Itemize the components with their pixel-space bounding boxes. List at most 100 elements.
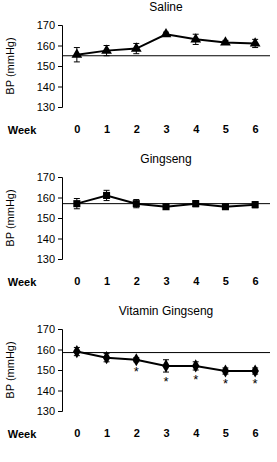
y-axis: 130140150160170 (37, 323, 63, 417)
tick: 1 (104, 123, 110, 135)
tick-mark (58, 329, 62, 330)
error-bar-cap (74, 47, 80, 48)
tick-label: 130 (37, 405, 55, 417)
error-bar-cap (133, 199, 139, 200)
tick-label: 2 (134, 427, 140, 439)
significance-mark: * (134, 364, 139, 379)
significance-mark: * (223, 376, 228, 391)
tick-mark (58, 46, 62, 47)
tick-label: 2 (134, 123, 140, 135)
x-label: Week (8, 276, 37, 288)
tick-label: 0 (74, 123, 80, 135)
marker (161, 28, 172, 37)
tick-mark (58, 66, 62, 67)
tick-label: 6 (253, 275, 259, 287)
tick: 140 (37, 81, 62, 93)
x-axis: 0123456 (74, 275, 258, 287)
tick-mark (58, 370, 62, 371)
tick-label: 160 (37, 40, 55, 52)
y-label: BP (mmHg) (4, 189, 16, 246)
figure: Saline130140150160170BP (mmHg)0123456Wee… (0, 0, 277, 462)
tick-label: 160 (37, 192, 55, 204)
tick: 170 (37, 323, 62, 335)
tick: 150 (37, 60, 62, 72)
error-bar (104, 190, 110, 200)
tick: 1 (104, 275, 110, 287)
error-bar-cap (193, 44, 199, 45)
tick-label: 140 (37, 81, 55, 93)
tick: 0 (74, 275, 80, 287)
error-bar-cap (133, 53, 139, 54)
error-bar-cap (104, 190, 110, 191)
error-bar (163, 360, 169, 372)
tick: 4 (193, 427, 200, 439)
tick-mark (58, 259, 62, 260)
marker (133, 200, 140, 207)
reference-line (62, 55, 270, 56)
tick: 3 (163, 123, 169, 135)
marker (103, 192, 110, 199)
plot-area (62, 28, 270, 62)
error-bar (252, 202, 258, 208)
tick: 140 (37, 233, 62, 245)
tick-label: 5 (223, 427, 229, 439)
plot-area (62, 345, 270, 378)
tick: 160 (37, 344, 62, 356)
tick-label: 6 (253, 427, 259, 439)
axis-line (58, 26, 63, 108)
marker (162, 203, 169, 210)
tick: 5 (223, 123, 229, 135)
tick: 150 (37, 212, 62, 224)
marker (131, 42, 142, 51)
tick-label: 150 (37, 60, 55, 72)
tick-label: 140 (37, 233, 55, 245)
tick-label: 3 (163, 123, 169, 135)
tick-label: 170 (37, 323, 55, 335)
tick-label: 130 (37, 253, 55, 265)
tick-label: 150 (37, 212, 55, 224)
plot-area (62, 190, 270, 210)
tick-mark (58, 350, 62, 351)
error-bar-cap (74, 61, 80, 62)
tick-mark (58, 177, 62, 178)
marker (71, 49, 82, 58)
x-axis: 0 1 2 3 4 5 6 (74, 123, 258, 135)
tick: 3 (163, 275, 169, 287)
error-bar-cap (104, 55, 110, 56)
tick: 160 (37, 192, 62, 204)
axis-line (58, 330, 63, 412)
marker (73, 345, 81, 358)
tick-mark (58, 25, 62, 26)
tick-mark (58, 411, 62, 412)
title: Saline (149, 0, 183, 14)
y-label: BP (mmHg) (4, 37, 16, 94)
tick: 170 (37, 171, 62, 183)
marker (192, 359, 200, 372)
tick-label: 4 (193, 123, 200, 135)
tick-label: 5 (223, 123, 229, 135)
tick-mark (58, 391, 62, 392)
axis-line (58, 178, 63, 260)
error-bar-cap (104, 200, 110, 201)
tick: 2 (134, 427, 140, 439)
error-bar-cap (74, 208, 80, 209)
tick: 6 (253, 275, 259, 287)
y-axis: 130140150160170 (37, 19, 63, 113)
tick-label: 1 (104, 123, 110, 135)
marker (162, 359, 170, 372)
tick-label: 0 (74, 427, 80, 439)
tick-label: 130 (37, 101, 55, 113)
error-bar-cap (133, 207, 139, 208)
panel: Vitamin Gingseng130140150160170BP (mmHg)… (4, 304, 270, 440)
tick: 0 (74, 427, 80, 439)
panel: Saline130140150160170BP (mmHg)0123456Wee… (4, 0, 270, 136)
error-bar (74, 199, 80, 209)
tick-label: 5 (223, 275, 229, 287)
tick-label: 6 (253, 123, 259, 135)
tick-label: 1 (104, 275, 110, 287)
marker (190, 33, 201, 42)
tick: 3 (163, 427, 169, 439)
tick-mark (58, 239, 62, 240)
x-label: Week (8, 124, 37, 136)
tick: 0 (74, 123, 80, 135)
